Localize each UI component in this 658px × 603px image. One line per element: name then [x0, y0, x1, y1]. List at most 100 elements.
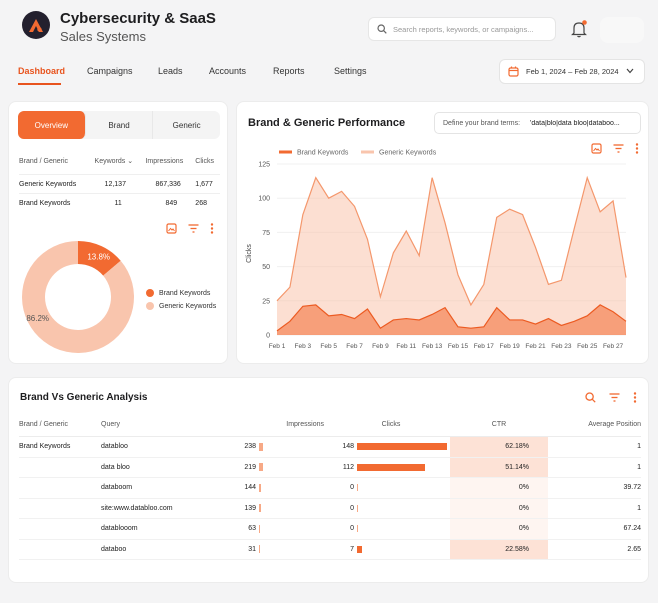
- legend-generic[interactable]: Generic Keywords: [146, 302, 216, 310]
- tab-settings[interactable]: Settings: [334, 66, 367, 76]
- row-average-position: 1: [548, 457, 641, 478]
- row-average-position: 1: [548, 498, 641, 519]
- y-tick-label: 25: [262, 298, 270, 305]
- row-query[interactable]: databoom: [101, 477, 234, 499]
- legend-label[interactable]: Brand Keywords: [297, 150, 349, 157]
- row-group: [19, 498, 101, 519]
- y-tick-label: 50: [262, 264, 270, 271]
- segment-overview[interactable]: Overview: [18, 111, 86, 139]
- col-query[interactable]: Query: [101, 421, 234, 437]
- line-brand-keywords[interactable]: [276, 304, 627, 332]
- summary-table: Brand / Generic Keywords ⌄ Impressions C…: [19, 157, 220, 212]
- tab-reports[interactable]: Reports: [273, 66, 305, 76]
- image-export-icon[interactable]: [166, 223, 177, 234]
- x-tick-label: Feb 17: [474, 343, 495, 350]
- performance-title: Brand & Generic Performance: [248, 117, 406, 129]
- filter-icon[interactable]: [188, 224, 199, 233]
- y-tick-label: 75: [262, 230, 270, 237]
- date-range-picker[interactable]: Feb 1, 2024 – Feb 28, 2024: [499, 59, 645, 84]
- analysis-card: Brand Vs Generic Analysis Brand / Generi…: [8, 377, 649, 583]
- y-tick-label: 125: [258, 162, 270, 169]
- x-tick-label: Feb 1: [269, 343, 286, 350]
- col-impressions[interactable]: Impressions: [145, 157, 184, 165]
- search-input[interactable]: [393, 24, 543, 34]
- brand-terms-value[interactable]: 'data|blo|data bloo|databoo...: [530, 119, 620, 127]
- analysis-table: Brand / Generic Query Impressions Clicks…: [19, 421, 641, 560]
- legend-label[interactable]: Generic Keywords: [379, 150, 437, 157]
- row-query[interactable]: databoo: [101, 539, 234, 560]
- row-clicks: 0: [332, 477, 450, 499]
- filter-icon[interactable]: [609, 393, 620, 402]
- filter-icon[interactable]: [613, 144, 624, 153]
- tab-leads[interactable]: Leads: [158, 66, 183, 76]
- col-brand-generic[interactable]: Brand / Generic: [19, 157, 69, 165]
- app-title: Cybersecurity & SaaS: [60, 10, 216, 27]
- area-generic-keywords: [277, 177, 626, 335]
- x-tick-label: Feb 21: [525, 343, 546, 350]
- row-query[interactable]: data bloo: [101, 457, 234, 478]
- col-brand-generic[interactable]: Brand / Generic: [19, 421, 101, 437]
- row-ctr: 0%: [450, 518, 548, 540]
- x-tick-label: Feb 11: [396, 343, 416, 350]
- row-group: [19, 477, 101, 499]
- x-tick-label: Feb 27: [603, 343, 624, 350]
- user-menu[interactable]: [600, 17, 644, 43]
- row-query[interactable]: datablooom: [101, 518, 234, 540]
- impressions-bar: [259, 463, 263, 472]
- table-row: Generic Keywords 12,137 867,336 1,677: [19, 174, 220, 194]
- row-impressions: 849: [145, 193, 196, 212]
- y-axis-label: Clicks: [246, 244, 253, 263]
- segment-generic[interactable]: Generic: [172, 120, 201, 130]
- row-clicks: 0: [332, 518, 450, 540]
- row-ctr: 51.14%: [450, 457, 548, 478]
- table-row: datablooom 63 0 0% 67.24: [19, 518, 641, 540]
- col-clicks[interactable]: Clicks: [332, 421, 450, 437]
- analysis-toolbar: [585, 392, 637, 403]
- col-average-position[interactable]: Average Position: [548, 421, 641, 437]
- x-tick-label: Feb 5: [320, 343, 337, 350]
- row-impressions: 63: [234, 518, 332, 540]
- tab-accounts[interactable]: Accounts: [209, 66, 247, 76]
- brand-terms-field[interactable]: Define your brand terms: 'data|blo|data …: [434, 112, 641, 134]
- row-clicks: 1,677: [195, 174, 220, 194]
- row-clicks: 112: [332, 457, 450, 478]
- row-average-position: 39.72: [548, 477, 641, 499]
- segment-brand[interactable]: Brand: [86, 111, 154, 139]
- row-average-position: 2.65: [548, 539, 641, 560]
- donut-slice-brand[interactable]: [78, 241, 121, 276]
- donut-slice-generic[interactable]: [22, 241, 135, 353]
- impressions-bar: [259, 545, 260, 554]
- more-options-icon[interactable]: [210, 223, 214, 234]
- row-query[interactable]: databloo: [101, 436, 234, 458]
- row-impressions: 139: [234, 498, 332, 519]
- col-keywords[interactable]: Keywords ⌄: [94, 158, 134, 165]
- more-options-icon[interactable]: [633, 392, 637, 403]
- y-tick-label: 100: [258, 196, 270, 203]
- col-clicks[interactable]: Clicks: [195, 157, 214, 165]
- x-tick-label: Feb 25: [577, 343, 598, 350]
- x-tick-label: Feb 3: [295, 343, 312, 350]
- clicks-bar: [357, 504, 358, 512]
- row-impressions: 219: [234, 457, 332, 478]
- col-ctr[interactable]: CTR: [450, 421, 548, 437]
- line-generic-keywords[interactable]: [276, 175, 627, 307]
- active-tab-indicator: [18, 83, 61, 85]
- calendar-icon: [508, 66, 519, 77]
- row-query[interactable]: site:www.databloo.com: [101, 498, 234, 519]
- row-impressions: 31: [234, 539, 332, 560]
- tab-campaigns[interactable]: Campaigns: [87, 66, 133, 76]
- legend-brand[interactable]: Brand Keywords: [146, 289, 216, 297]
- search-box[interactable]: [368, 17, 556, 41]
- search-icon[interactable]: [585, 392, 596, 403]
- x-tick-label: Feb 13: [422, 343, 443, 350]
- image-export-icon[interactable]: [591, 143, 602, 154]
- tab-dashboard[interactable]: Dashboard: [18, 66, 66, 76]
- chart-toolbar: [591, 143, 639, 154]
- notification-bell-icon[interactable]: [571, 20, 587, 38]
- more-options-icon[interactable]: [635, 143, 639, 154]
- row-clicks: 7: [332, 539, 450, 560]
- clicks-bar: [357, 443, 447, 451]
- row-ctr: 0%: [450, 477, 548, 499]
- row-clicks: 268: [195, 193, 220, 212]
- col-impressions[interactable]: Impressions: [234, 421, 332, 437]
